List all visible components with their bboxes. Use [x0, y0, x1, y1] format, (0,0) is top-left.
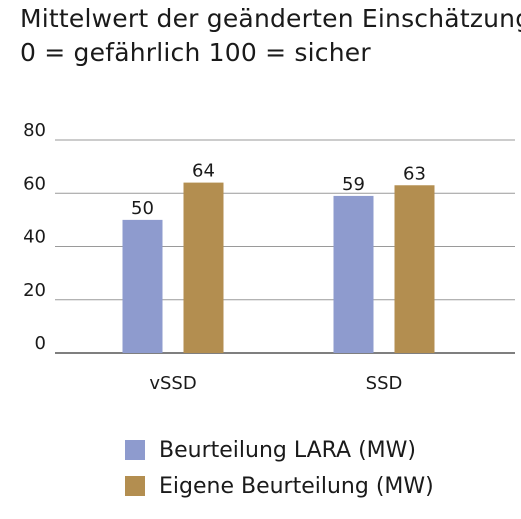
- y-tick-label-20: 20: [23, 280, 46, 301]
- bar-ssd-series-1: [394, 185, 435, 353]
- data-label-vssd-series-1: 64: [192, 161, 215, 182]
- legend-item-eigene: Eigene Beurteilung (MW): [125, 468, 434, 504]
- legend: Beurteilung LARA (MW) Eigene Beurteilung…: [125, 432, 434, 504]
- y-tick-label-80: 80: [23, 120, 46, 141]
- bar-vssd-series-0: [122, 219, 163, 353]
- x-tick-label-ssd: SSD: [366, 373, 403, 394]
- chart-title-block: Mittelwert der geänderten Einschätzung 0…: [20, 2, 521, 70]
- data-label-ssd-series-1: 63: [403, 163, 426, 184]
- x-tick-label-vssd: vSSD: [149, 373, 196, 394]
- data-label-vssd-series-0: 50: [131, 198, 154, 219]
- legend-label-eigene: Eigene Beurteilung (MW): [159, 473, 434, 499]
- y-tick-label-40: 40: [23, 227, 46, 248]
- chart-subtitle: 0 = gefährlich 100 = sicher: [20, 38, 371, 67]
- legend-label-lara: Beurteilung LARA (MW): [159, 437, 416, 463]
- y-tick-label-60: 60: [23, 173, 46, 194]
- legend-item-lara: Beurteilung LARA (MW): [125, 432, 434, 468]
- data-label-ssd-series-0: 59: [342, 174, 365, 195]
- y-tick-label-0: 0: [35, 333, 46, 354]
- bar-ssd-series-0: [333, 195, 374, 353]
- legend-swatch-lara: [125, 440, 145, 460]
- legend-swatch-eigene: [125, 476, 145, 496]
- chart-title: Mittelwert der geänderten Einschätzung: [20, 4, 521, 33]
- bar-vssd-series-1: [183, 182, 224, 353]
- bar-chart: 0 20 40 60 80 50 64 vSSD 59 63 SSD: [23, 120, 515, 394]
